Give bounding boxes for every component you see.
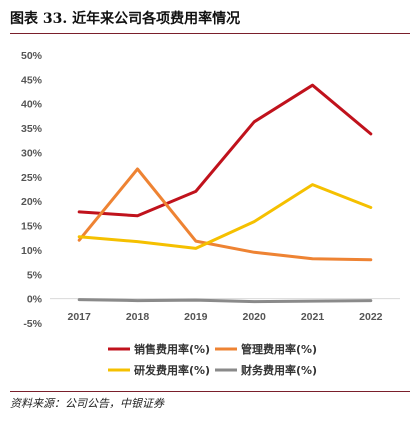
- series-line: [77, 167, 373, 262]
- y-tick-label: 35%: [21, 123, 43, 135]
- x-tick-label: 2017: [67, 311, 91, 323]
- title-rule: [10, 33, 410, 34]
- y-tick-label: 40%: [21, 99, 43, 111]
- y-tick-label: 20%: [21, 196, 43, 208]
- legend-label: 管理费用率(%): [241, 342, 317, 356]
- x-tick-label: 2021: [301, 311, 325, 323]
- y-tick-label: 0%: [27, 294, 43, 306]
- series-line: [77, 83, 373, 218]
- y-tick-label: 30%: [21, 147, 43, 159]
- y-tick-label: 15%: [21, 221, 43, 233]
- legend-label: 销售费用率(%): [134, 342, 210, 356]
- y-tick-label: 5%: [27, 269, 43, 281]
- x-tick-label: 2019: [184, 311, 208, 323]
- x-tick-label: 2020: [242, 311, 266, 323]
- series-line: [77, 298, 373, 304]
- y-tick-label: -5%: [23, 318, 42, 330]
- source-note: 资料来源：公司公告，中银证券: [10, 397, 164, 410]
- source-rule: [10, 391, 410, 392]
- line-chart: -5% 0% 5% 10% 15% 20% 25% 30% 35% 40% 45% 50% 2017 20…: [21, 50, 400, 377]
- y-tick-label: 10%: [21, 245, 43, 257]
- y-tick-label: 50%: [21, 50, 43, 62]
- series-line: [77, 183, 373, 250]
- figure-title: 图表 33. 近年来公司各项费用率情况: [10, 11, 241, 27]
- y-tick-label: 45%: [21, 74, 43, 86]
- x-tick-label: 2018: [126, 311, 150, 323]
- x-tick-label: 2022: [359, 311, 383, 323]
- y-tick-label: 25%: [21, 172, 43, 184]
- legend-label: 研发费用率(%): [134, 363, 210, 377]
- legend-label: 财务费用率(%): [240, 363, 317, 377]
